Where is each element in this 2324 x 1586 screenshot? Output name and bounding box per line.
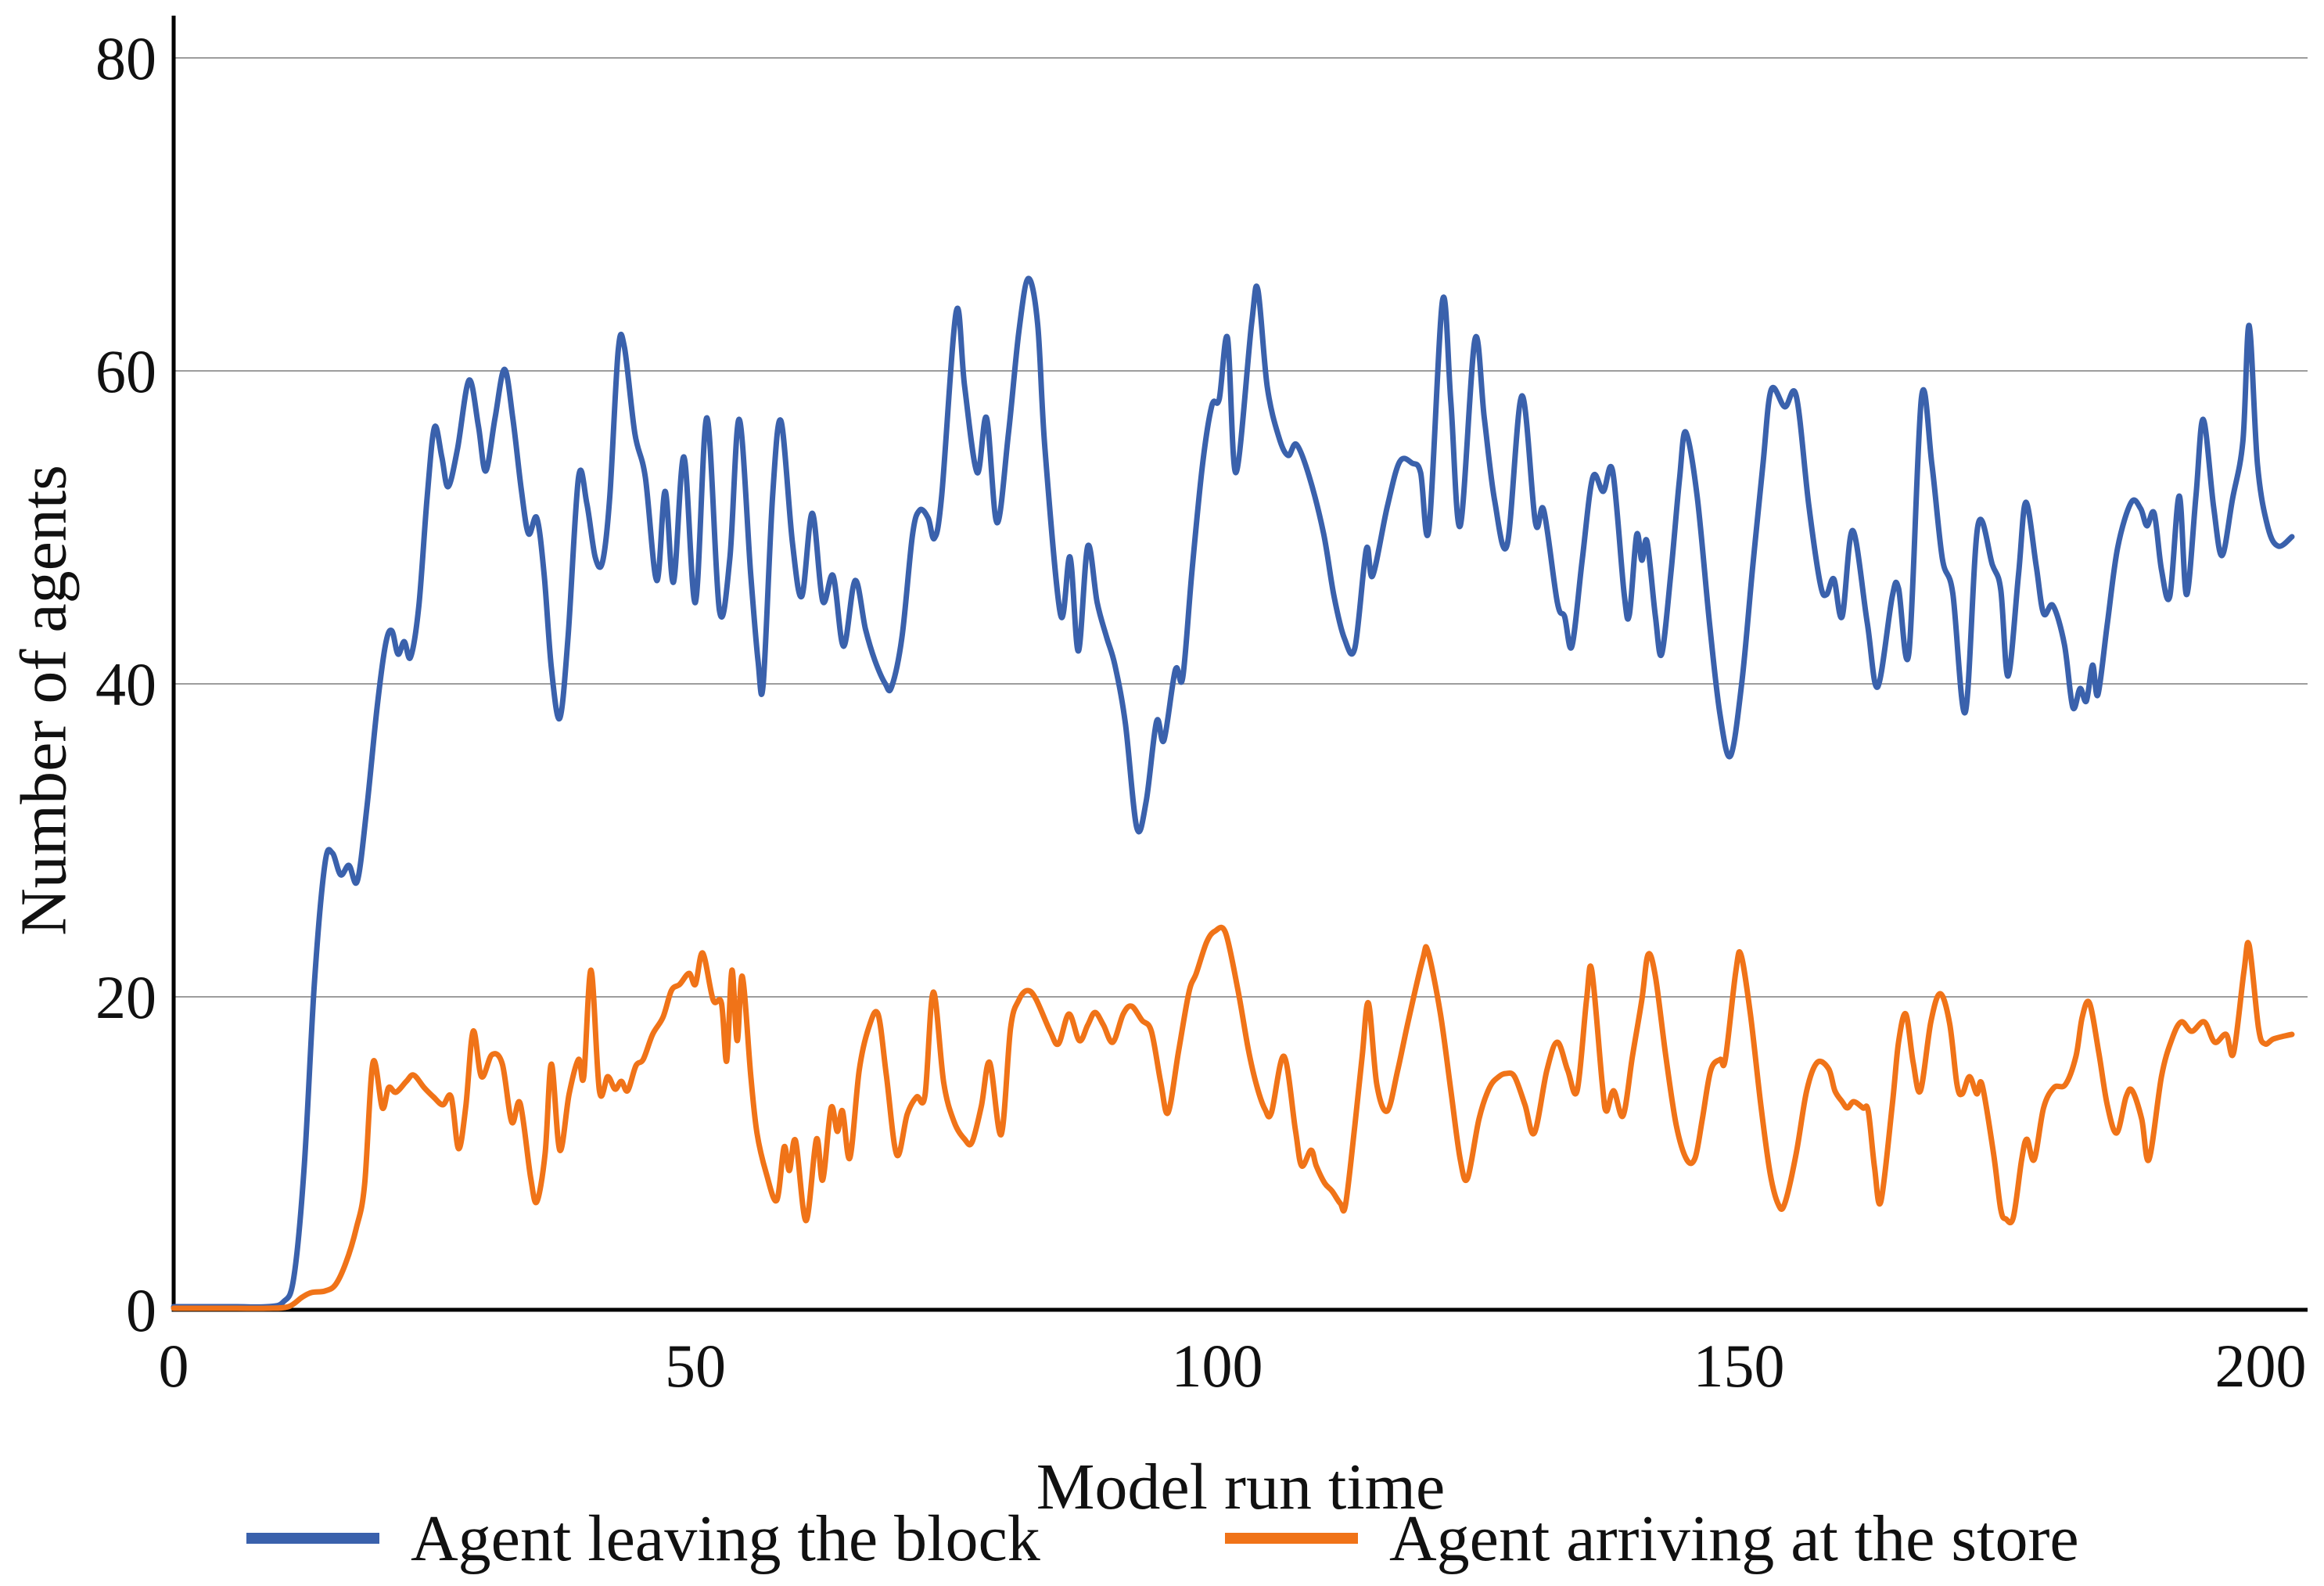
series-line-agent-leaving-the-block <box>171 275 2295 1310</box>
y-axis-title: Number of agents <box>7 465 81 936</box>
series-line-agent-arriving-at-the-store <box>171 924 2295 1311</box>
x-axis-title: Model run time <box>1036 1451 1446 1523</box>
x-tick-label-100: 100 <box>1171 1332 1263 1400</box>
legend-item-agent-arriving-at-the-store: Agent arriving at the store <box>1225 1499 2079 1577</box>
legend-label: Agent arriving at the store <box>1389 1501 2079 1575</box>
y-tick-label-40: 40 <box>95 650 156 718</box>
legend-swatch-blue-line <box>246 1533 379 1544</box>
y-tick-label-80: 80 <box>95 24 156 92</box>
legend-item-agent-leaving-the-block: Agent leaving the block <box>246 1499 1040 1577</box>
legend-swatch-orange-line <box>1225 1533 1358 1544</box>
legend-label: Agent leaving the block <box>411 1501 1040 1575</box>
x-tick-label-50: 50 <box>665 1332 726 1400</box>
y-tick-label-0: 0 <box>126 1276 156 1344</box>
y-tick-label-60: 60 <box>95 337 156 405</box>
x-tick-label-200: 200 <box>2214 1332 2306 1400</box>
x-tick-label-0: 0 <box>159 1332 189 1400</box>
y-tick-label-20: 20 <box>95 963 156 1031</box>
x-tick-label-150: 150 <box>1693 1332 1784 1400</box>
